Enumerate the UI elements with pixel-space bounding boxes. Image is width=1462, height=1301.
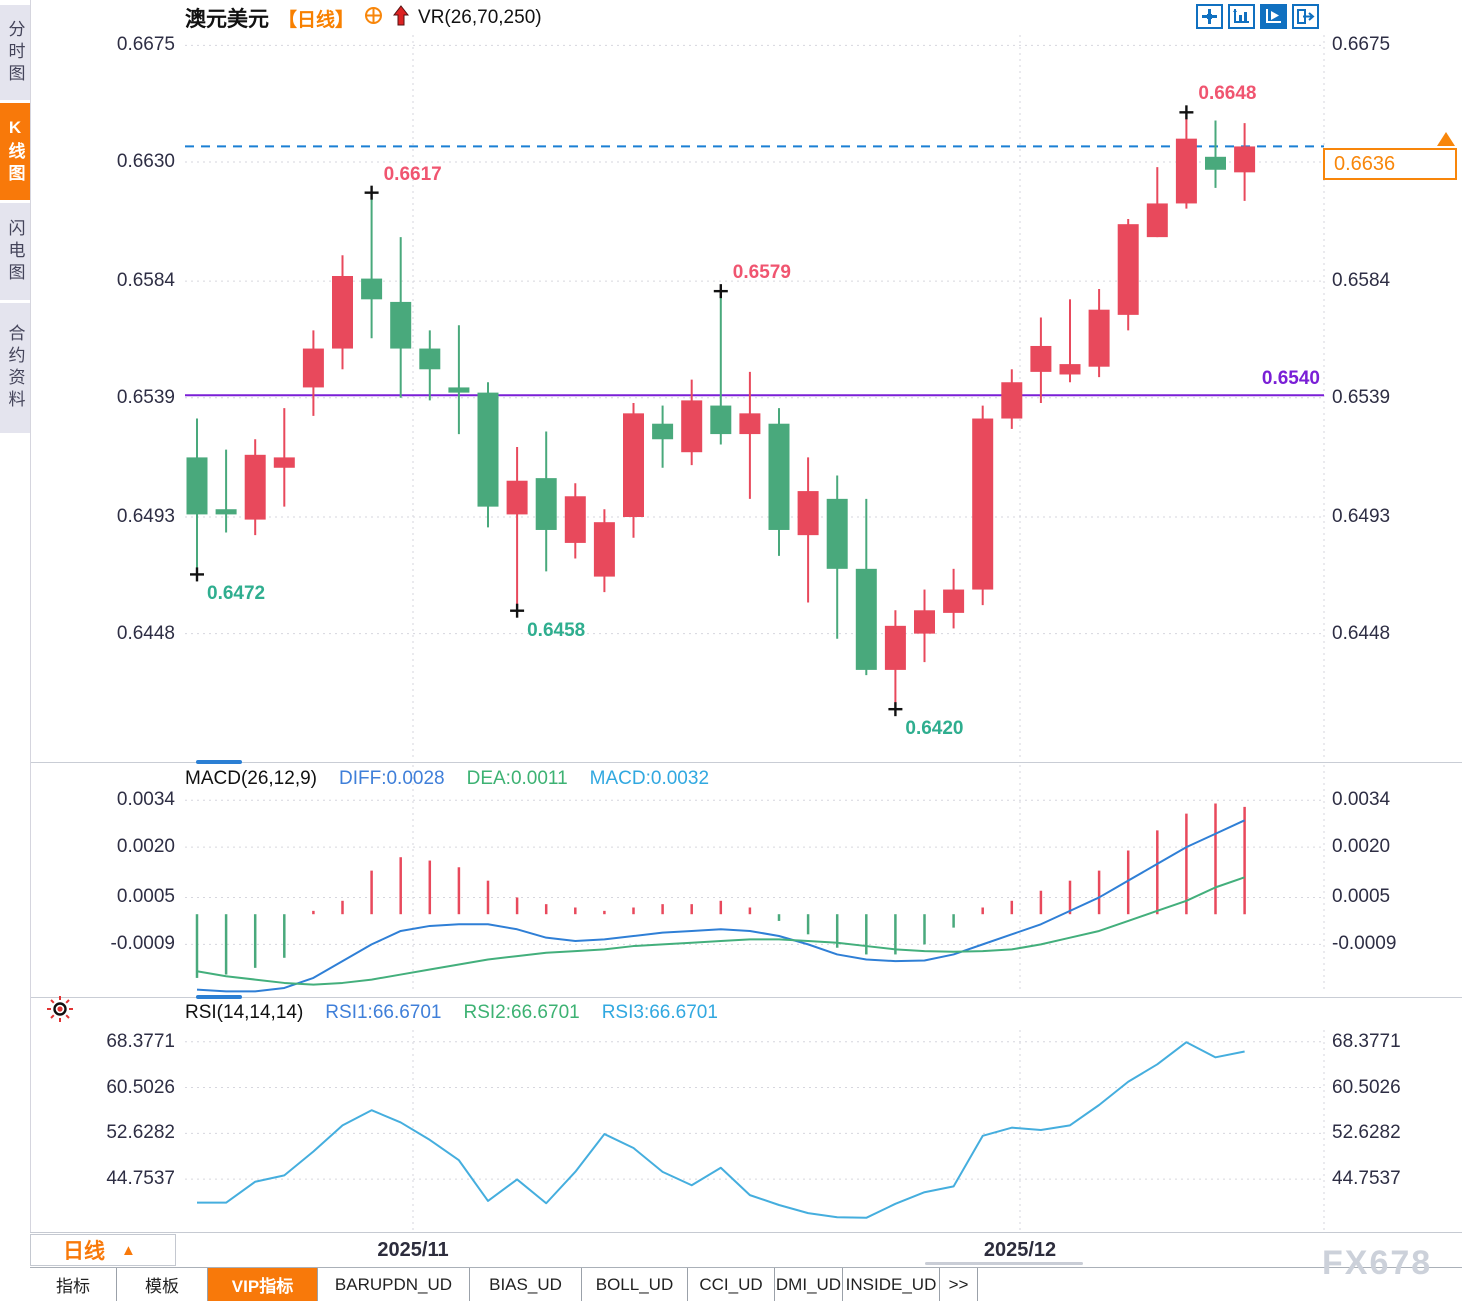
period-tag: 【日线】 xyxy=(278,9,355,31)
price-up-arrow-icon xyxy=(1437,132,1455,146)
symbol-title: 澳元美元 xyxy=(185,8,269,31)
candle-up xyxy=(739,413,761,435)
candle-down xyxy=(448,387,470,393)
candle-up xyxy=(797,491,819,536)
candle-down xyxy=(710,405,732,435)
candle-up xyxy=(884,625,906,670)
candle-up xyxy=(972,418,994,590)
sidebar: 分时图 K线图 闪电图 合约资料 xyxy=(0,0,31,1232)
indicator-tab-bar: 指标 模板 VIP指标 BARUPDN_UD BIAS_UD BOLL_UD C… xyxy=(30,1267,1462,1301)
candle-up xyxy=(1059,364,1081,375)
candle-up xyxy=(332,276,353,349)
sidebar-item-lightning-chart[interactable]: 闪电图 xyxy=(0,203,30,300)
x-axis-date-label: 2025/12 xyxy=(983,1239,1057,1261)
candle-down xyxy=(419,348,441,370)
macd-macd-value: MACD:0.0032 xyxy=(589,768,710,789)
candle-up xyxy=(564,496,586,543)
candle-up xyxy=(681,400,703,453)
panel-divider[interactable] xyxy=(30,762,1462,763)
candle-down xyxy=(652,423,674,440)
macd-title: MACD(26,12,9) xyxy=(185,768,317,789)
candle-up xyxy=(1234,146,1256,173)
tab-indicators[interactable]: 指标 xyxy=(30,1268,117,1301)
diff-line xyxy=(196,819,1246,993)
tab-dmi-ud[interactable]: DMI_UD xyxy=(775,1268,843,1301)
macd-diff-value: DIFF:0.0028 xyxy=(339,768,445,789)
candle-up xyxy=(1088,309,1110,367)
chart-header: 澳元美元 【日线】 VR(26,70,250) xyxy=(185,3,542,33)
current-price-tag: 0.6636 xyxy=(1323,148,1457,180)
rsi2-value: RSI2:66.6701 xyxy=(463,1002,580,1023)
candle-down xyxy=(768,423,790,530)
candle-up xyxy=(1117,224,1139,315)
jump-to-latest-icon[interactable] xyxy=(1292,4,1319,29)
axis-track-icon[interactable] xyxy=(1260,4,1287,29)
candle-up xyxy=(593,522,615,577)
axis-range-icon[interactable] xyxy=(1228,4,1255,29)
candle-down xyxy=(535,478,557,530)
target-circle-icon[interactable] xyxy=(363,5,384,31)
pan-tool-icon[interactable] xyxy=(1196,4,1223,29)
sidebar-item-timeline-chart[interactable]: 分时图 xyxy=(0,5,30,100)
rsi-line xyxy=(197,1041,1245,1219)
macd-header: MACD(26,12,9) DIFF:0.0028 DEA:0.0011 MAC… xyxy=(185,768,709,790)
candle-down xyxy=(390,301,412,349)
chart-toolbar xyxy=(1196,4,1319,29)
panel-resize-handle[interactable] xyxy=(196,760,242,764)
candle-up xyxy=(914,610,935,634)
dea-line xyxy=(196,876,1245,986)
candle-up xyxy=(506,480,528,515)
period-selector-label: 日线 xyxy=(63,1240,105,1263)
tab-bias-ud[interactable]: BIAS_UD xyxy=(470,1268,582,1301)
macd-dea-value: DEA:0.0011 xyxy=(466,768,568,789)
x-axis-date-label: 2025/11 xyxy=(377,1239,449,1261)
period-dropdown-arrow-icon: ▲ xyxy=(121,1241,136,1259)
tab-templates[interactable]: 模板 xyxy=(117,1268,208,1301)
tab-inside-ud[interactable]: INSIDE_UD xyxy=(843,1268,940,1301)
candle-down xyxy=(186,457,208,515)
sidebar-item-kline-chart[interactable]: K线图 xyxy=(0,103,30,200)
tab-vip-indicators[interactable]: VIP指标 xyxy=(208,1268,318,1301)
candle-up xyxy=(302,348,324,388)
tab-boll-ud[interactable]: BOLL_UD xyxy=(582,1268,688,1301)
candle-down xyxy=(215,509,237,515)
tab-more[interactable]: >> xyxy=(940,1268,978,1301)
candle-up xyxy=(1001,382,1023,419)
candle-up xyxy=(943,589,965,613)
candle-up xyxy=(1146,203,1168,238)
candle-down xyxy=(477,392,499,507)
candle-up xyxy=(273,457,295,468)
candle-down xyxy=(361,278,383,300)
indicator-label[interactable]: VR(26,70,250) xyxy=(418,7,542,28)
red-up-arrow-icon xyxy=(392,4,410,32)
period-selector[interactable]: 日线 ▲ xyxy=(30,1234,176,1266)
candle-down xyxy=(1205,156,1226,170)
tab-barupdn-ud[interactable]: BARUPDN_UD xyxy=(318,1268,470,1301)
candle-down xyxy=(855,568,877,670)
candle-down xyxy=(826,498,848,569)
tab-cci-ud[interactable]: CCI_UD xyxy=(688,1268,775,1301)
indicator-alert-sun-icon xyxy=(45,994,75,1029)
rsi-header: RSI(14,14,14) RSI1:66.6701 RSI2:66.6701 … xyxy=(185,1002,718,1024)
panel-resize-handle[interactable] xyxy=(196,995,242,999)
candle-up xyxy=(1030,345,1052,372)
rsi-title: RSI(14,14,14) xyxy=(185,1002,304,1023)
sidebar-item-contract-info[interactable]: 合约资料 xyxy=(0,303,30,433)
candle-up xyxy=(1175,138,1197,204)
candle-up xyxy=(244,454,266,520)
candle-up xyxy=(623,413,644,517)
watermark: FX678 xyxy=(1322,1244,1433,1282)
rsi3-value: RSI3:66.6701 xyxy=(601,1002,718,1023)
rsi1-value: RSI1:66.6701 xyxy=(325,1002,442,1023)
panel-divider[interactable] xyxy=(30,997,1462,998)
time-axis-row: 日线 ▲ 2025/11 2025/12 xyxy=(30,1232,1462,1268)
horizontal-scrollbar-thumb[interactable] xyxy=(925,1262,1083,1265)
